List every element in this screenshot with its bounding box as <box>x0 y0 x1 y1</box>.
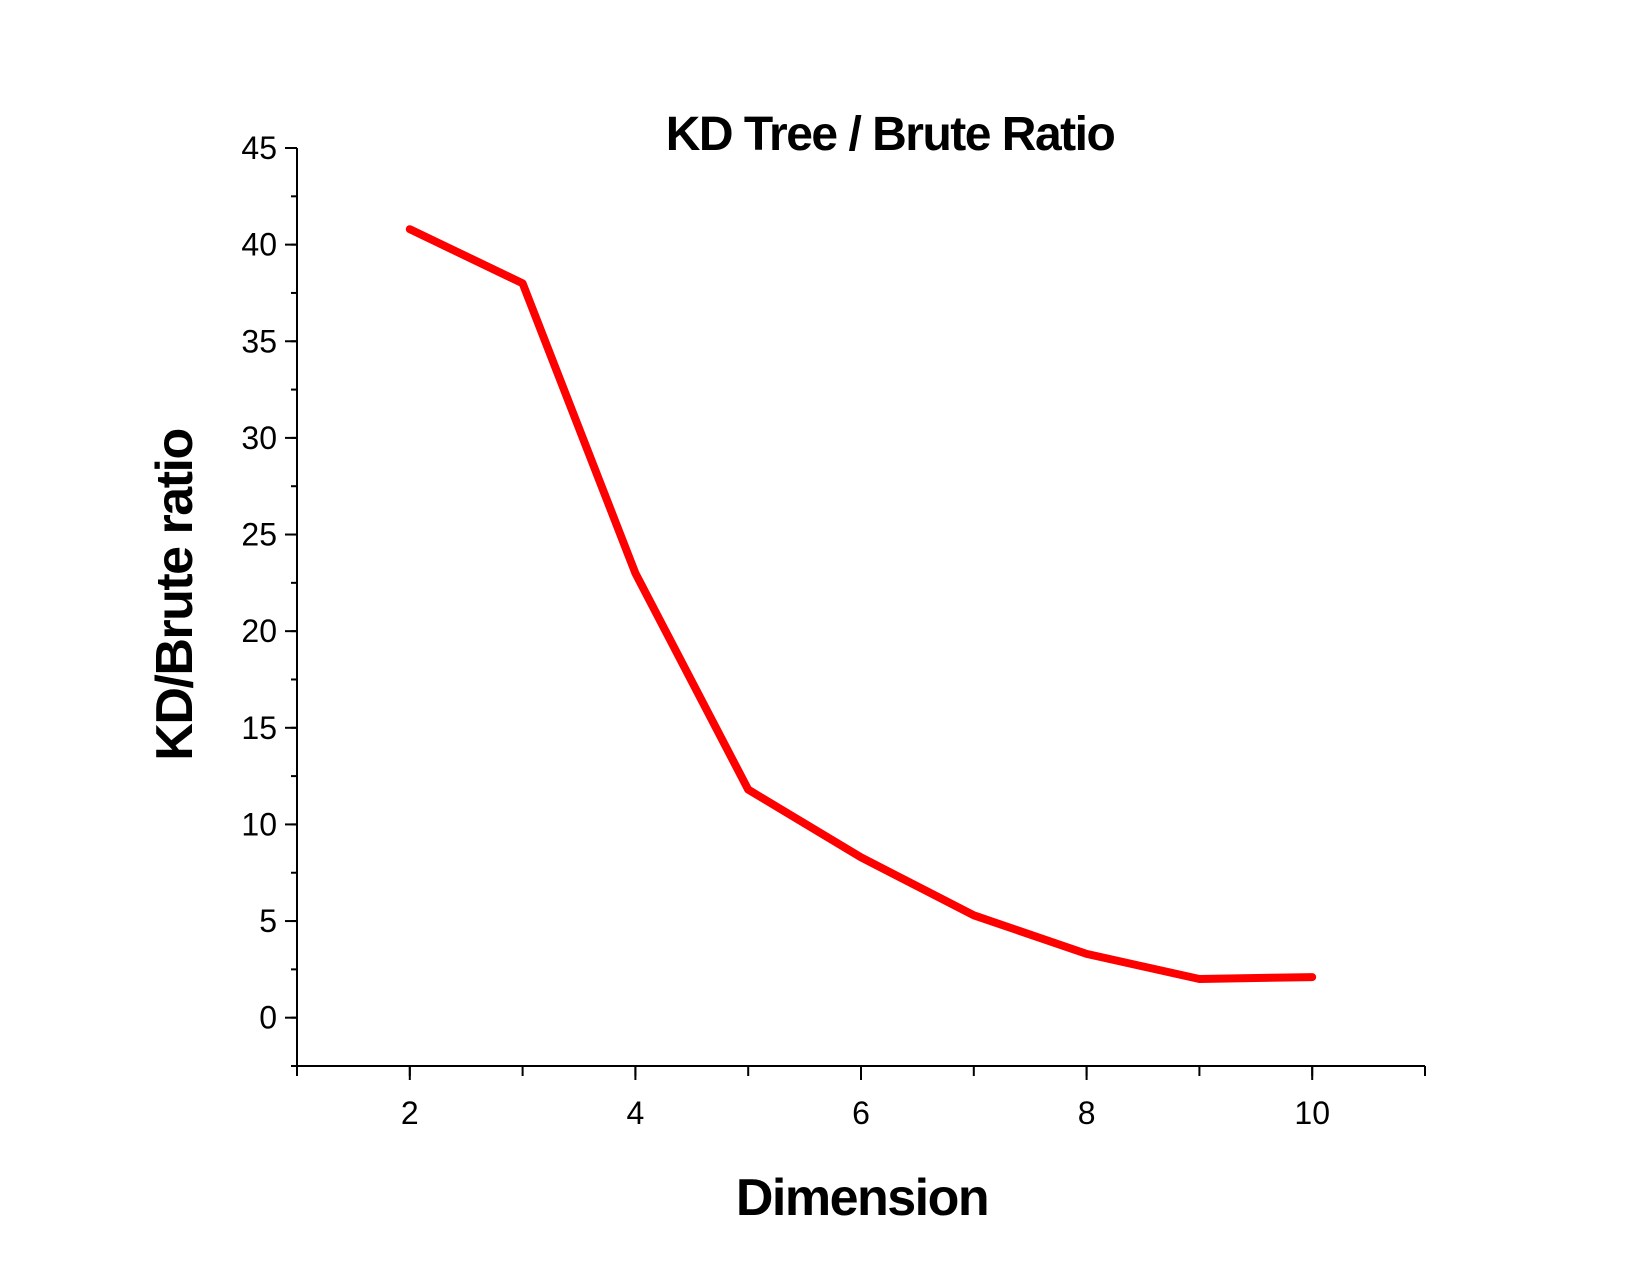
y-tick-label: 30 <box>241 420 277 456</box>
y-tick-label: 0 <box>259 1000 277 1036</box>
y-tick-label: 5 <box>259 903 277 939</box>
series-line <box>405 225 1317 983</box>
chart-title: KD Tree / Brute Ratio <box>666 108 1115 161</box>
y-tick-label: 45 <box>241 130 277 166</box>
y-tick-label: 15 <box>241 710 277 746</box>
x-axis-title: Dimension <box>736 1169 988 1227</box>
series-layer <box>405 225 1317 983</box>
x-tick-label: 4 <box>627 1095 645 1131</box>
y-tick-label: 40 <box>241 227 277 263</box>
axis-ticks: 0 5 10 15 20 25 30 35 40 45 2 4 6 8 10 <box>241 130 1426 1131</box>
y-tick-label: 25 <box>241 517 277 553</box>
x-tick-label: 2 <box>401 1095 419 1131</box>
y-tick-label: 10 <box>241 806 277 842</box>
y-tick-label: 35 <box>241 323 277 359</box>
x-tick-label: 6 <box>852 1095 870 1131</box>
y-tick-label: 20 <box>241 613 277 649</box>
x-tick-label: 8 <box>1078 1095 1096 1131</box>
y-axis-title: KD/Brute ratio <box>146 429 204 760</box>
x-tick-label: 10 <box>1294 1095 1330 1131</box>
